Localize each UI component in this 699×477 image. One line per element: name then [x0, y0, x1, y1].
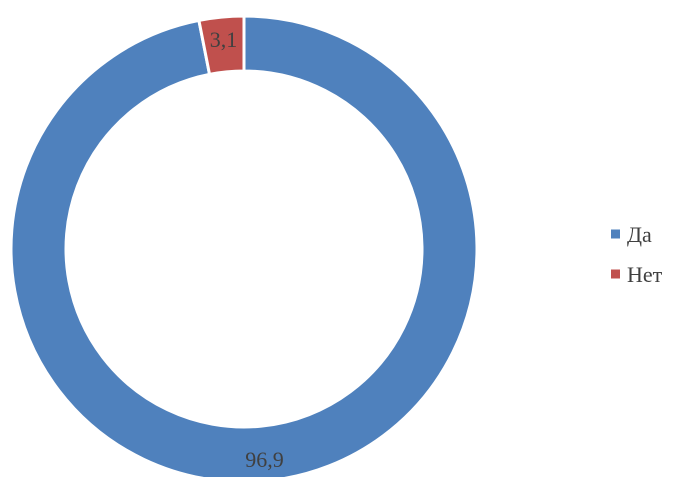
legend-label-net: Нет — [627, 262, 663, 287]
data-label-da: 96,9 — [245, 447, 284, 472]
chart-data-labels: 96,9 3,1 — [210, 27, 284, 472]
chart-slices — [9, 14, 479, 477]
slice-da — [9, 14, 479, 477]
data-label-net: 3,1 — [210, 27, 238, 52]
chart-legend: Да Нет — [611, 222, 663, 287]
legend-label-da: Да — [627, 222, 652, 247]
legend-swatch-net — [611, 269, 620, 279]
slice-net — [197, 14, 246, 77]
legend-swatch-da — [611, 229, 620, 239]
